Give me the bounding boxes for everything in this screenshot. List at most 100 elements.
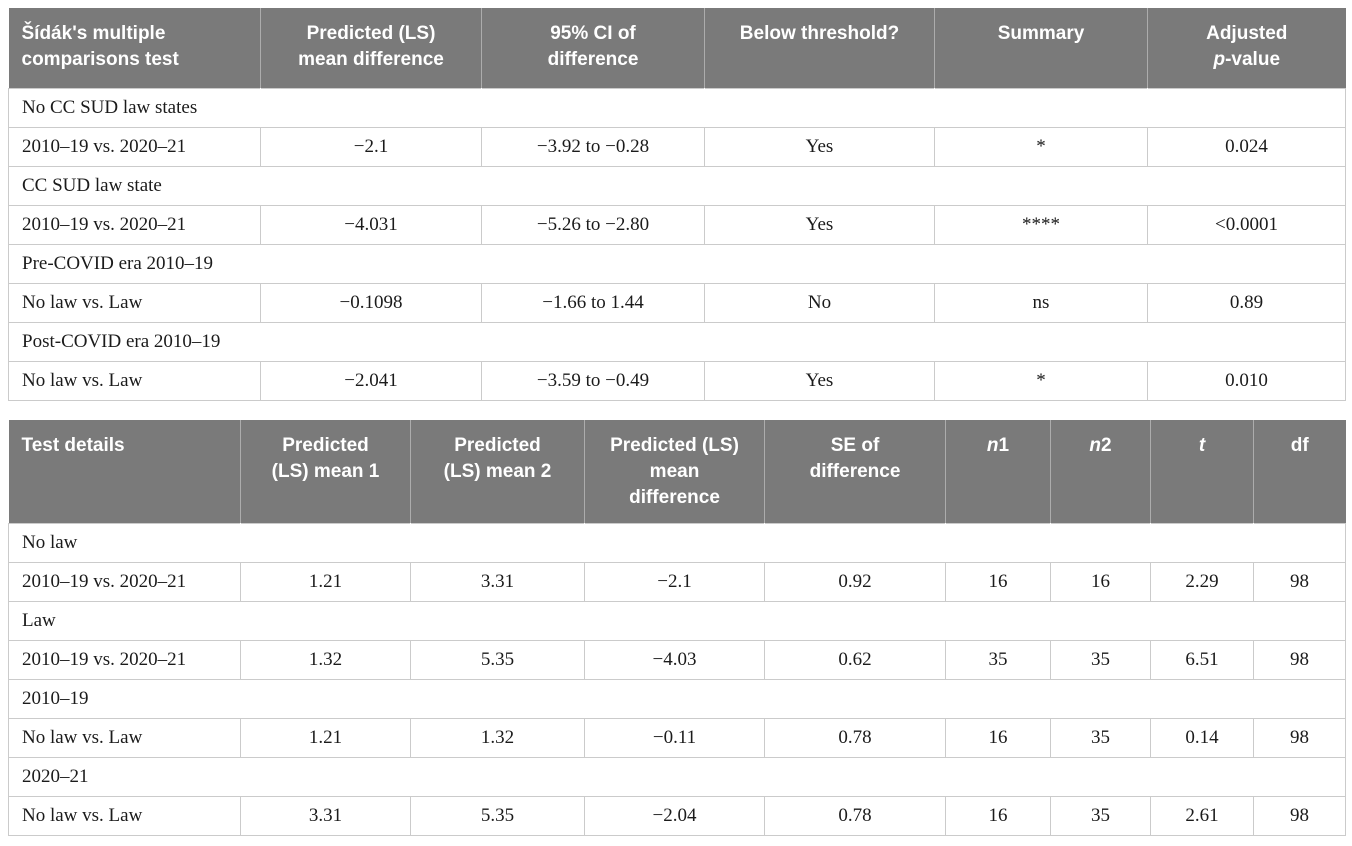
- header-italic-t: t: [1198, 434, 1206, 456]
- col-header-test-name: Šídák's multiple comparisons test: [8, 8, 261, 88]
- cell: Yes: [704, 126, 935, 167]
- section-row-pre-covid: Pre-COVID era 2010–19: [8, 243, 1346, 284]
- cell: 35: [1050, 717, 1151, 758]
- section-row-2010-19: 2010–19: [8, 678, 1346, 719]
- row-label-cell: No law vs. Law: [8, 717, 241, 758]
- test-details-table: Test details Predicted (LS) mean 1 Predic…: [8, 419, 1346, 836]
- col-header-test-details: Test details: [8, 419, 241, 523]
- cell: −2.041: [260, 360, 482, 401]
- header-line: difference: [629, 486, 720, 508]
- table-row: No law vs. Law −0.1098 −1.66 to 1.44 No …: [8, 282, 1346, 323]
- cell: −2.1: [584, 561, 765, 602]
- col-header-se-of-difference: SE of difference: [764, 419, 946, 523]
- col-header-df: df: [1253, 419, 1346, 523]
- header-line: difference: [809, 460, 901, 482]
- row-label-cell: 2010–19 vs. 2020–21: [8, 204, 261, 245]
- header-line: 2: [1101, 434, 1112, 456]
- cell: 35: [1050, 795, 1151, 836]
- header-line: Predicted (LS): [610, 434, 739, 456]
- header-line: df: [1290, 434, 1309, 456]
- table-row: 2010–19 vs. 2020–21 −2.1 −3.92 to −0.28 …: [8, 126, 1346, 167]
- header-line: 95% CI of: [550, 23, 636, 44]
- cell: −2.1: [260, 126, 482, 167]
- row-label-cell: 2010–19 vs. 2020–21: [8, 126, 261, 167]
- header-line: Šídák's multiple: [21, 23, 166, 44]
- col-header-t: t: [1150, 419, 1254, 523]
- cell: 1.21: [240, 561, 411, 602]
- header-line: (LS) mean 2: [443, 460, 552, 482]
- cell: 6.51: [1150, 639, 1254, 680]
- cell: 35: [945, 639, 1051, 680]
- cell: 5.35: [410, 639, 585, 680]
- row-label-cell: 2010–19 vs. 2020–21: [8, 561, 241, 602]
- section-row-no-law: No law: [8, 522, 1346, 563]
- cell: 0.010: [1147, 360, 1346, 401]
- cell: 98: [1253, 639, 1346, 680]
- header-italic-p: p: [1213, 49, 1226, 70]
- cell: 0.89: [1147, 282, 1346, 323]
- col-header-predicted-mean-difference: Predicted (LS) mean difference: [584, 419, 765, 523]
- header-line: mean difference: [298, 49, 444, 70]
- cell: −3.92 to −0.28: [481, 126, 705, 167]
- sidak-comparisons-table: Šídák's multiple comparisons test Predict…: [8, 8, 1346, 401]
- section-label: Post-COVID era 2010–19: [8, 321, 1346, 362]
- header-line: comparisons test: [21, 49, 179, 70]
- col-header-n2: n2: [1050, 419, 1151, 523]
- section-row-2020-21: 2020–21: [8, 756, 1346, 797]
- table-row: 2010–19 vs. 2020–21 1.32 5.35 −4.03 0.62…: [8, 639, 1346, 680]
- cell: Yes: [704, 360, 935, 401]
- cell: 35: [1050, 639, 1151, 680]
- cell: 0.92: [764, 561, 946, 602]
- cell: 2.61: [1150, 795, 1254, 836]
- cell: 5.35: [410, 795, 585, 836]
- header-italic-n: n: [986, 434, 999, 456]
- section-row-cc-sud-law-state: CC SUD law state: [8, 165, 1346, 206]
- section-label: No law: [8, 522, 1346, 563]
- col-header-predicted-mean-2: Predicted (LS) mean 2: [410, 419, 585, 523]
- col-header-predicted-mean-difference: Predicted (LS) mean difference: [260, 8, 482, 88]
- header-line: mean: [649, 460, 700, 482]
- cell: 16: [1050, 561, 1151, 602]
- cell: 1.32: [240, 639, 411, 680]
- cell: 98: [1253, 795, 1346, 836]
- cell: 98: [1253, 717, 1346, 758]
- cell: 3.31: [240, 795, 411, 836]
- table-row: No law vs. Law 1.21 1.32 −0.11 0.78 16 3…: [8, 717, 1346, 758]
- col-header-predicted-mean-1: Predicted (LS) mean 1: [240, 419, 411, 523]
- row-label-cell: 2010–19 vs. 2020–21: [8, 639, 241, 680]
- header-line: difference: [547, 49, 639, 70]
- section-row-post-covid: Post-COVID era 2010–19: [8, 321, 1346, 362]
- table1-header-row: Šídák's multiple comparisons test Predict…: [8, 8, 1346, 88]
- header-line: Predicted: [454, 434, 541, 456]
- col-header-95ci: 95% CI of difference: [481, 8, 705, 88]
- table-row: 2010–19 vs. 2020–21 −4.031 −5.26 to −2.8…: [8, 204, 1346, 245]
- header-line: Summary: [997, 23, 1085, 44]
- cell: <0.0001: [1147, 204, 1346, 245]
- cell: −3.59 to −0.49: [481, 360, 705, 401]
- table-row: No law vs. Law −2.041 −3.59 to −0.49 Yes…: [8, 360, 1346, 401]
- header-line: SE of: [830, 434, 880, 456]
- cell: −4.03: [584, 639, 765, 680]
- cell: −5.26 to −2.80: [481, 204, 705, 245]
- header-line: -value: [1225, 49, 1281, 70]
- cell: 1.32: [410, 717, 585, 758]
- col-header-n1: n1: [945, 419, 1051, 523]
- col-header-summary: Summary: [934, 8, 1148, 88]
- cell: −1.66 to 1.44: [481, 282, 705, 323]
- table-row: No law vs. Law 3.31 5.35 −2.04 0.78 16 3…: [8, 795, 1346, 836]
- cell: 1.21: [240, 717, 411, 758]
- row-label-cell: No law vs. Law: [8, 360, 261, 401]
- cell: 0.78: [764, 717, 946, 758]
- cell: −0.1098: [260, 282, 482, 323]
- row-label-cell: No law vs. Law: [8, 795, 241, 836]
- header-line: Predicted: [282, 434, 369, 456]
- section-label: Law: [8, 600, 1346, 641]
- col-header-adjusted-p-value: Adjusted p-value: [1147, 8, 1346, 88]
- cell: 0.024: [1147, 126, 1346, 167]
- header-line: Below threshold?: [739, 23, 900, 44]
- cell: 0.62: [764, 639, 946, 680]
- header-line: Predicted (LS): [306, 23, 436, 44]
- cell: 16: [945, 795, 1051, 836]
- header-line: Adjusted: [1206, 23, 1288, 44]
- cell: *: [934, 126, 1148, 167]
